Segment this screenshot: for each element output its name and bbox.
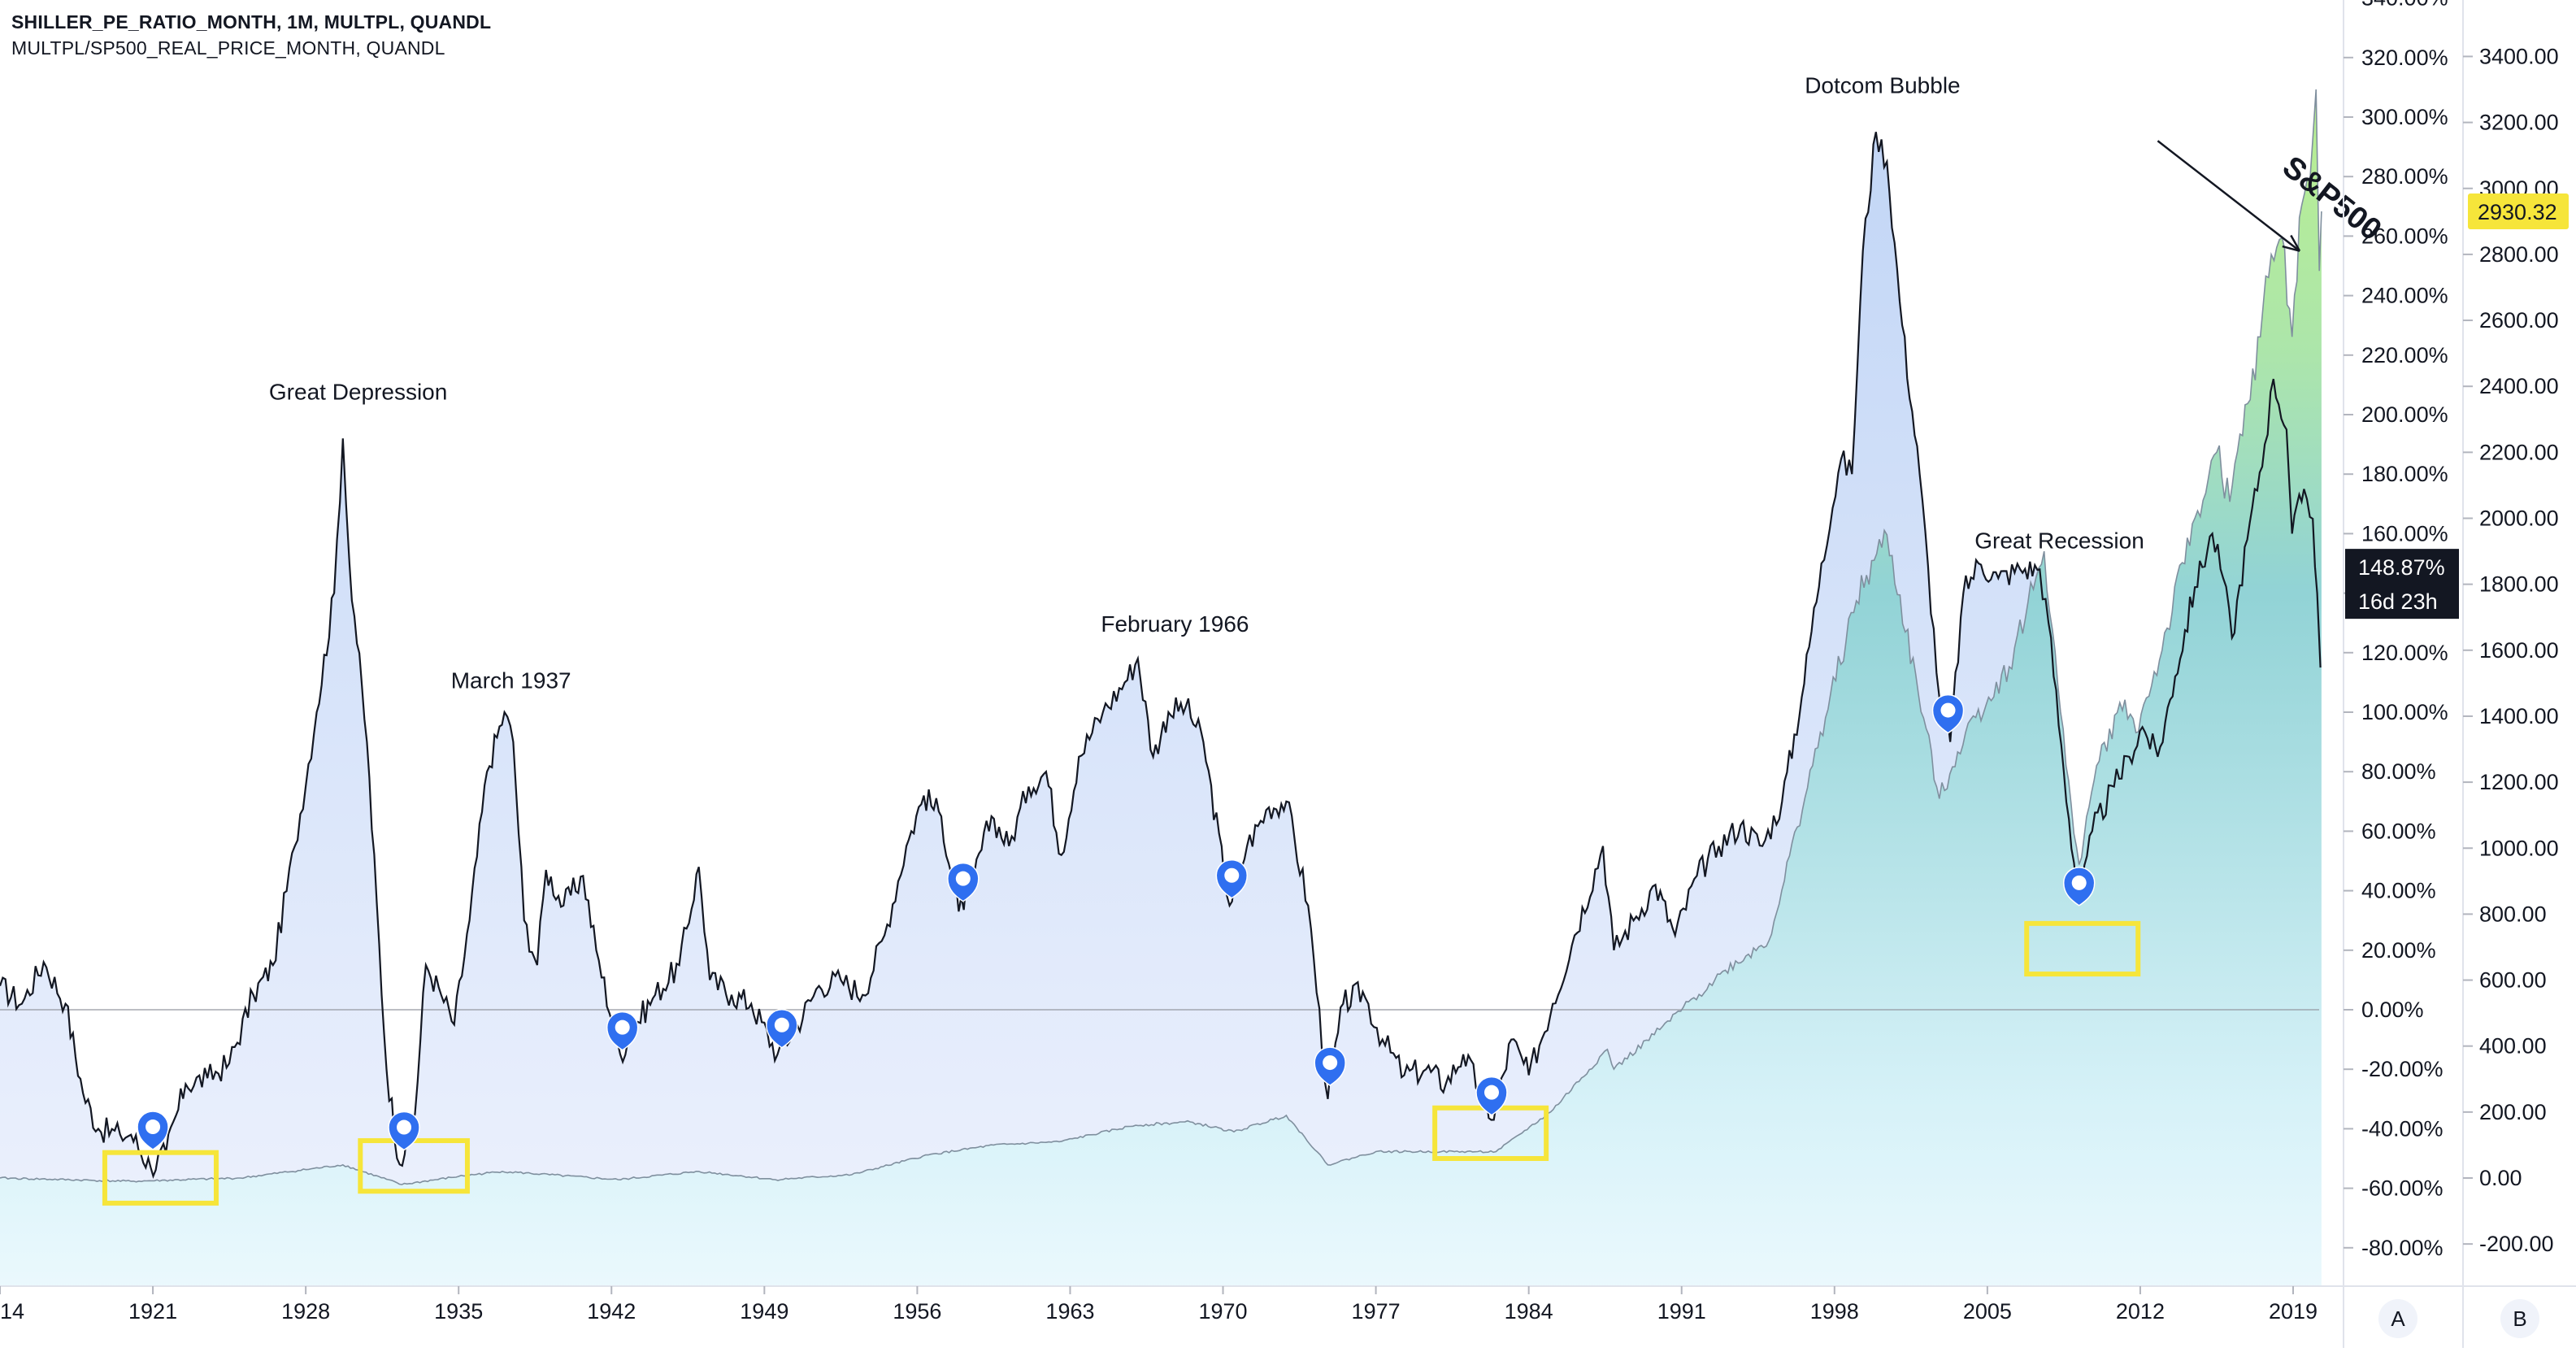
x-axis-label: 1921 <box>128 1299 177 1324</box>
right-axis-label: 3200.00 <box>2479 111 2559 135</box>
left-axis-label: -20.00% <box>2361 1057 2444 1081</box>
sp500-line <box>0 89 2322 1185</box>
x-axis-label: 2012 <box>2116 1299 2165 1324</box>
sp500-last-value: 2930.32 <box>2478 200 2557 224</box>
x-axis-label: 1935 <box>434 1299 483 1324</box>
buy-marker-icon[interactable] <box>766 1009 798 1049</box>
buy-marker-icon[interactable] <box>2062 867 2096 906</box>
arrow-head <box>2282 234 2301 252</box>
right-axis-label: 1600.00 <box>2479 638 2559 663</box>
x-axis-label: 1914 <box>0 1299 24 1324</box>
left-axis-label: 100.00% <box>2361 700 2448 724</box>
left-axis-label: -80.00% <box>2361 1236 2444 1260</box>
pe-last-value: 148.87% <box>2358 555 2445 580</box>
left-axis-label: 80.00% <box>2361 759 2436 784</box>
left-axis-label: 20.00% <box>2361 938 2436 963</box>
x-axis-label: 1977 <box>1352 1299 1401 1324</box>
annotation-label: Great Recession <box>1974 528 2144 554</box>
left-axis-label: 340.00% <box>2361 0 2448 11</box>
buy-marker-icon[interactable] <box>947 863 980 902</box>
x-axis-label: 2019 <box>2269 1299 2318 1324</box>
left-axis-label: 60.00% <box>2361 819 2436 843</box>
left-axis-label: 0.00% <box>2361 998 2424 1022</box>
buy-marker-icon[interactable] <box>1215 859 1249 899</box>
right-axis-label: 2600.00 <box>2479 308 2559 333</box>
x-axis-label: 2005 <box>1963 1299 2012 1324</box>
right-axis-label: 1400.00 <box>2479 704 2559 728</box>
buy-marker-icon[interactable] <box>388 1111 420 1151</box>
left-axis-label: 260.00% <box>2361 224 2448 248</box>
right-axis-label: 2800.00 <box>2479 242 2559 267</box>
series-1-legend[interactable]: SHILLER_PE_RATIO_MONTH, 1M, MULTPL, QUAN… <box>11 11 492 33</box>
sp500-area <box>0 89 2322 1286</box>
right-axis-label: 1000.00 <box>2479 836 2559 860</box>
right-axis-label: 0.00 <box>2479 1166 2522 1190</box>
right-axis-label: 200.00 <box>2479 1100 2547 1124</box>
annotation-label: Dotcom Bubble <box>1805 73 1960 98</box>
right-axis-label: 1800.00 <box>2479 572 2559 597</box>
right-axis-label: 2400.00 <box>2479 374 2559 398</box>
left-axis-label: 180.00% <box>2361 462 2448 486</box>
buy-marker-icon[interactable] <box>137 1111 169 1150</box>
scale-a-button[interactable]: A <box>2378 1299 2417 1338</box>
left-axis-label: 160.00% <box>2361 521 2448 546</box>
left-axis-label: 200.00% <box>2361 402 2448 427</box>
x-axis-label: 1984 <box>1505 1299 1553 1324</box>
x-axis-label: 1949 <box>740 1299 788 1324</box>
pe-last-value-badge <box>2345 549 2459 619</box>
x-axis-label: 1970 <box>1198 1299 1247 1324</box>
sp500-arrow <box>2157 140 2300 252</box>
left-axis-label: -40.00% <box>2361 1116 2444 1141</box>
scale-b-button[interactable]: B <box>2500 1299 2539 1338</box>
x-axis-label: 1963 <box>1045 1299 1094 1324</box>
highlight-box <box>102 1150 219 1206</box>
right-axis-label: 2000.00 <box>2479 506 2559 531</box>
x-axis-label: 1956 <box>893 1299 941 1324</box>
x-axis-label: 1998 <box>1810 1299 1859 1324</box>
right-axis-label: 1200.00 <box>2479 770 2559 794</box>
left-axis-label: 300.00% <box>2361 105 2448 129</box>
annotation-label: Great Depression <box>269 380 447 405</box>
shiller-pe-line <box>0 132 2322 1180</box>
bar-countdown: 16d 23h <box>2358 589 2438 614</box>
right-axis-label: 3600.00 <box>2479 0 2559 2</box>
buy-marker-icon[interactable] <box>1314 1046 1346 1086</box>
scale-label: A <box>2391 1306 2405 1331</box>
buy-marker-icon[interactable] <box>606 1011 639 1051</box>
sp500-last-value-badge <box>2468 193 2569 230</box>
right-axis-label: 3400.00 <box>2479 44 2559 68</box>
buy-marker-icon[interactable] <box>1931 693 1965 734</box>
x-axis-label: 1928 <box>281 1299 330 1324</box>
left-axis-label: 320.00% <box>2361 46 2448 70</box>
right-axis-label: 800.00 <box>2479 902 2547 926</box>
x-axis-label: 1942 <box>587 1299 636 1324</box>
buy-marker-icon[interactable] <box>1475 1076 1508 1116</box>
right-axis-label: 400.00 <box>2479 1034 2547 1059</box>
highlight-box <box>2024 920 2141 977</box>
right-axis-label: 600.00 <box>2479 968 2547 993</box>
left-axis-label: 280.00% <box>2361 164 2448 189</box>
left-axis-label: 120.00% <box>2361 641 2448 665</box>
annotation-label: February 1966 <box>1101 611 1249 637</box>
x-axis-label: 1991 <box>1657 1299 1706 1324</box>
annotation-label: March 1937 <box>451 668 571 693</box>
series-2-legend[interactable]: MULTPL/SP500_REAL_PRICE_MONTH, QUANDL <box>11 37 445 59</box>
left-axis-label: 220.00% <box>2361 343 2448 367</box>
right-axis-label: -200.00 <box>2479 1232 2554 1256</box>
left-axis-label: -60.00% <box>2361 1176 2444 1201</box>
right-axis-label: 2200.00 <box>2479 440 2559 464</box>
scale-label: B <box>2513 1306 2526 1331</box>
left-axis-label: 40.00% <box>2361 879 2436 903</box>
left-axis-label: 240.00% <box>2361 284 2448 308</box>
